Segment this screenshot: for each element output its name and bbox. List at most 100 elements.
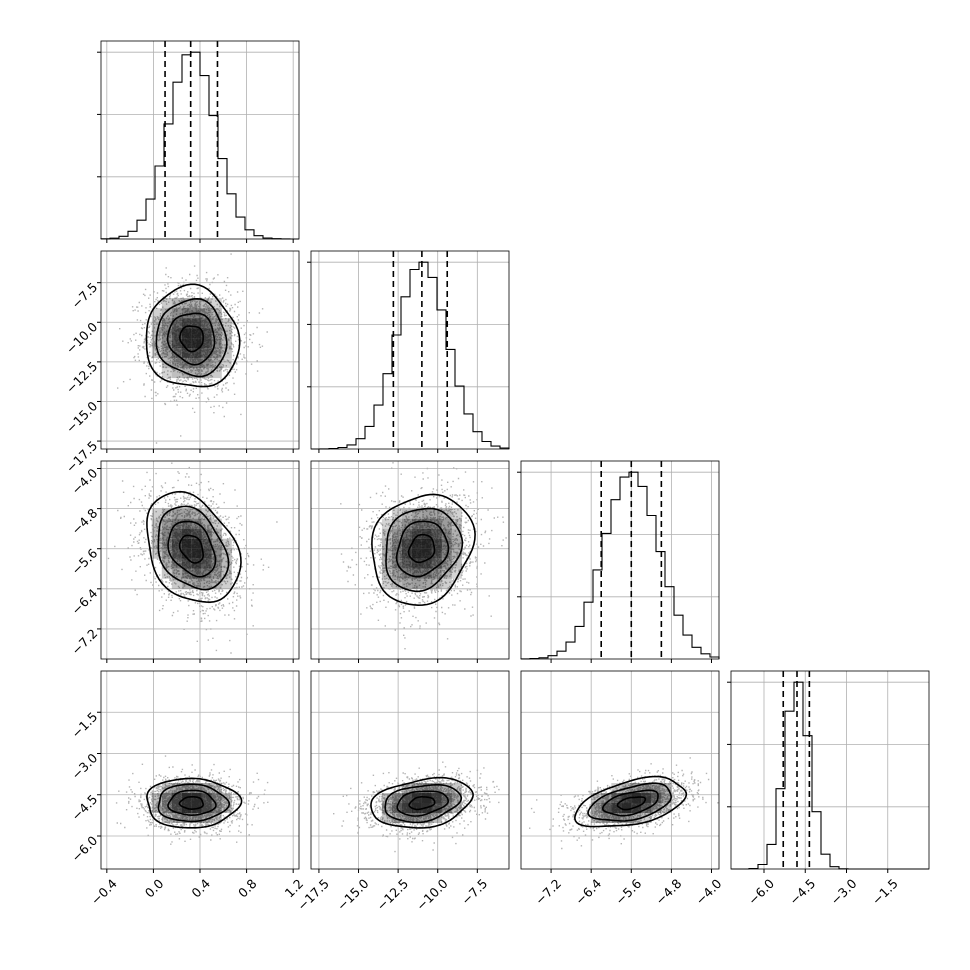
- density-cell: [171, 528, 182, 539]
- density-cell: [451, 568, 462, 579]
- density-cell: [651, 783, 662, 793]
- y-tick-label-3-0: −6.0: [68, 833, 100, 865]
- density-cell: [401, 813, 412, 823]
- density-cell: [161, 328, 172, 339]
- density-cell: [651, 803, 662, 813]
- density-cell: [451, 803, 462, 813]
- density-cell: [221, 318, 232, 329]
- density-cell: [151, 348, 162, 359]
- x-tick-label-0-2: 0.4: [188, 876, 213, 901]
- x-tick-label-2-0: −7.2: [532, 876, 564, 908]
- density-cell: [181, 358, 192, 369]
- density-cell: [411, 813, 422, 823]
- density-cell: [211, 793, 222, 803]
- x-tick-label-3-2: −3.0: [828, 876, 860, 908]
- density-cell: [421, 578, 432, 589]
- density-cell: [661, 783, 672, 793]
- density-cell: [171, 548, 182, 559]
- density-cell: [421, 558, 432, 569]
- y-tick-label-1-4: −7.5: [68, 279, 100, 311]
- density-cell: [171, 338, 182, 349]
- density-cell: [381, 528, 392, 539]
- density-cell: [401, 518, 412, 529]
- density-cell: [421, 538, 432, 549]
- histogram-1: [311, 261, 510, 450]
- density-cell: [421, 783, 432, 793]
- density-cell: [441, 538, 452, 549]
- density-cell: [411, 803, 422, 813]
- density-cell: [151, 518, 162, 529]
- contour-level-4: [146, 777, 243, 829]
- density-cell: [441, 518, 452, 529]
- density-cell: [401, 558, 412, 569]
- density-cell: [411, 568, 422, 579]
- x-tick-label-3-3: −1.5: [869, 876, 901, 908]
- density-cell: [431, 803, 442, 813]
- density-cell: [201, 308, 212, 319]
- density-cell: [161, 548, 172, 559]
- density-cell: [191, 558, 202, 569]
- density-cell: [191, 508, 202, 519]
- density-cell: [211, 518, 222, 529]
- density-cell: [151, 793, 162, 803]
- density-cell: [181, 558, 192, 569]
- density-cell: [201, 558, 212, 569]
- density-cell: [181, 318, 192, 329]
- density-cell: [191, 328, 202, 339]
- contour-level-1: [178, 796, 205, 811]
- histogram-0: [100, 51, 299, 240]
- contour-level-4: [574, 775, 688, 828]
- density-cell: [431, 548, 442, 559]
- panel-2-1: [310, 460, 510, 663]
- density-cell: [611, 813, 622, 823]
- density-cell: [641, 803, 652, 813]
- density-cell: [381, 803, 392, 813]
- density-cell: [161, 348, 172, 359]
- panel-3-3: [727, 670, 930, 873]
- density-cell: [431, 528, 442, 539]
- density-cell: [201, 538, 212, 549]
- contour-level-1: [178, 325, 204, 353]
- contour-level-3: [385, 507, 464, 593]
- density-cell: [591, 803, 602, 813]
- x-tick-label-1-3: −10.0: [413, 876, 451, 914]
- density-cell: [431, 518, 442, 529]
- density-cell: [171, 538, 182, 549]
- density-cell: [211, 538, 222, 549]
- x-tick-label-0-3: 0.8: [235, 876, 260, 901]
- contour-level-2: [396, 790, 450, 817]
- density-cell: [181, 298, 192, 309]
- density-cell: [451, 793, 462, 803]
- density-cell: [201, 783, 212, 793]
- density-cell: [211, 558, 222, 569]
- density-cell: [191, 298, 202, 309]
- contour-level-3: [157, 783, 230, 823]
- density-cell: [431, 578, 442, 589]
- x-tick-label-3-1: −4.5: [786, 876, 818, 908]
- density-cell: [191, 813, 202, 823]
- density-cell: [451, 508, 462, 519]
- density-cell: [451, 558, 462, 569]
- density-cell: [661, 803, 672, 813]
- density-cell: [411, 558, 422, 569]
- panel-3-1: [310, 670, 510, 873]
- panel-frame: [310, 670, 510, 870]
- contour-level-2: [167, 789, 217, 817]
- y-tick-label-2-1: −6.4: [68, 586, 100, 618]
- density-cell: [181, 518, 192, 529]
- panel-3-0: [97, 670, 300, 873]
- density-cell: [441, 783, 452, 793]
- density-cell: [201, 348, 212, 359]
- panel-1-0: [97, 250, 300, 453]
- histogram-2: [520, 471, 720, 660]
- density-cell: [161, 783, 172, 793]
- x-tick-label-3-0: −6.0: [745, 876, 777, 908]
- density-cell: [181, 308, 192, 319]
- density-cell: [201, 803, 212, 813]
- density-cell: [411, 578, 422, 589]
- contour-level-3: [384, 784, 462, 824]
- density-cell: [401, 548, 412, 559]
- y-tick-label-3-2: −3.0: [68, 750, 100, 782]
- contour-level-4: [370, 776, 474, 829]
- density-cell: [441, 558, 452, 569]
